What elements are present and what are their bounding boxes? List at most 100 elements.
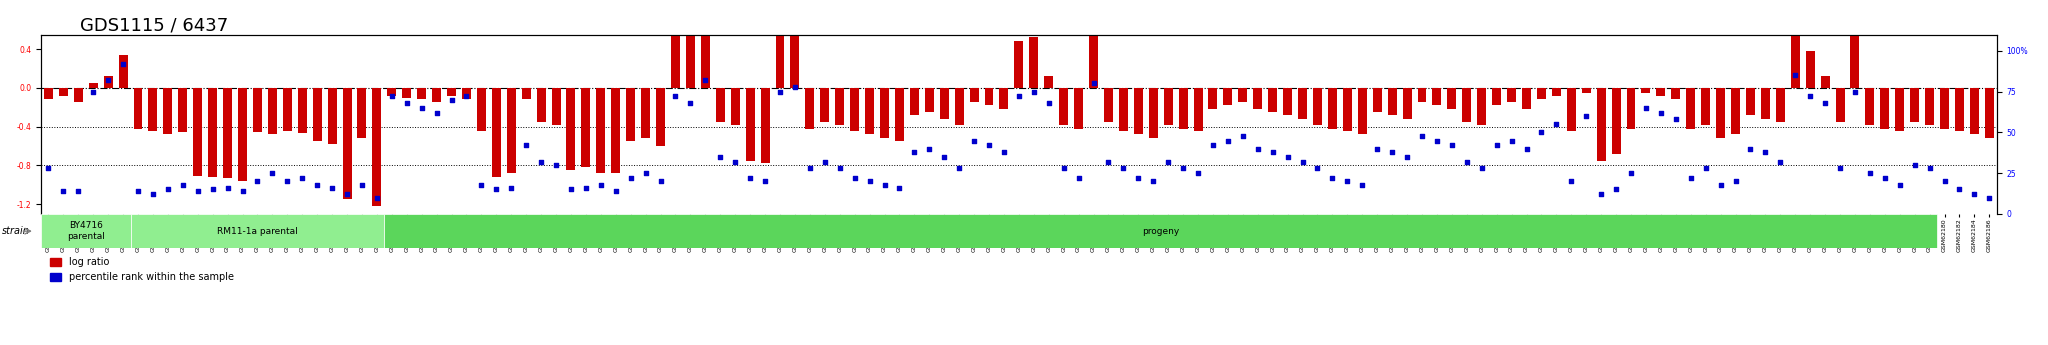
Bar (1507, 88, 1516, 102)
Point (1780, 72, 1812, 78)
Bar (1702, 88, 1710, 125)
Bar (254, 88, 262, 132)
Bar (43, 88, 53, 99)
Bar (1343, 88, 1352, 131)
Bar (686, 32, 694, 88)
Point (301, 182, 334, 187)
Bar (147, 88, 158, 131)
Bar (358, 88, 367, 138)
Point (1704, 182, 1737, 187)
Point (1823, 166, 1855, 171)
Point (479, 187, 512, 192)
Bar (700, 25, 711, 88)
Point (270, 178, 303, 184)
Bar (446, 88, 457, 96)
Point (451, 94, 483, 99)
Bar (881, 88, 889, 138)
Bar (313, 88, 322, 141)
Bar (1462, 88, 1470, 122)
Point (420, 110, 453, 116)
Point (1749, 149, 1782, 155)
Bar (1985, 88, 1995, 138)
Bar (1880, 88, 1890, 129)
Point (1018, 89, 1051, 94)
Point (688, 77, 721, 83)
Bar (1327, 88, 1337, 129)
Point (315, 185, 348, 190)
Text: strain: strain (2, 226, 31, 236)
Point (555, 187, 588, 192)
Bar (1135, 88, 1143, 135)
Point (659, 94, 692, 99)
Point (1286, 159, 1319, 165)
Bar (1640, 88, 1651, 93)
Point (1182, 170, 1214, 176)
Point (1032, 100, 1065, 106)
Bar (926, 88, 934, 112)
Point (78, 89, 111, 94)
Bar (1313, 88, 1321, 125)
Point (1868, 175, 1901, 181)
Point (1690, 166, 1722, 171)
Bar (1776, 88, 1784, 122)
Bar (805, 88, 815, 129)
Point (182, 188, 215, 194)
Point (913, 146, 946, 151)
Bar (985, 88, 993, 105)
Bar (1866, 88, 1874, 125)
Bar (551, 88, 561, 125)
Text: GDS1115 / 6437: GDS1115 / 6437 (80, 16, 227, 34)
Bar (1432, 88, 1442, 105)
Bar (119, 55, 127, 88)
Bar (297, 88, 307, 134)
Point (1004, 94, 1034, 99)
Bar (1403, 88, 1411, 119)
Bar (432, 88, 440, 102)
Bar (776, 20, 784, 88)
Bar (1657, 88, 1665, 96)
Bar (1073, 88, 1083, 129)
Bar (373, 88, 381, 206)
Bar (836, 88, 844, 125)
Bar (1626, 88, 1636, 129)
Point (1481, 142, 1513, 148)
Bar (1268, 88, 1278, 112)
Bar (223, 88, 231, 178)
Point (600, 188, 633, 194)
Point (1972, 195, 2005, 200)
Point (1735, 146, 1767, 151)
Bar (1044, 76, 1053, 88)
Bar (1118, 88, 1128, 131)
Bar (672, 28, 680, 88)
Point (152, 187, 184, 192)
Point (942, 166, 975, 171)
Bar (1567, 88, 1575, 131)
Bar (999, 88, 1008, 109)
Bar (328, 88, 336, 144)
Text: BY4716
parental: BY4716 parental (68, 221, 104, 241)
Point (1585, 191, 1618, 197)
Bar (268, 88, 276, 135)
Bar (193, 88, 203, 176)
Legend: log ratio, percentile rank within the sample: log ratio, percentile rank within the sa… (45, 253, 238, 286)
Point (645, 178, 678, 184)
Point (1571, 113, 1604, 119)
Bar (1253, 88, 1262, 109)
Point (225, 188, 258, 194)
Bar (1104, 88, 1112, 122)
Point (778, 84, 811, 89)
FancyBboxPatch shape (385, 214, 1937, 248)
Bar (1925, 88, 1933, 125)
Bar (1389, 88, 1397, 115)
Point (674, 100, 707, 106)
Bar (1180, 88, 1188, 129)
Bar (1821, 76, 1829, 88)
Bar (821, 88, 829, 122)
Point (1272, 154, 1305, 160)
Point (1794, 94, 1827, 99)
Point (719, 159, 752, 165)
Point (584, 182, 616, 187)
Bar (954, 88, 965, 125)
Point (1241, 146, 1274, 151)
Bar (164, 88, 172, 135)
